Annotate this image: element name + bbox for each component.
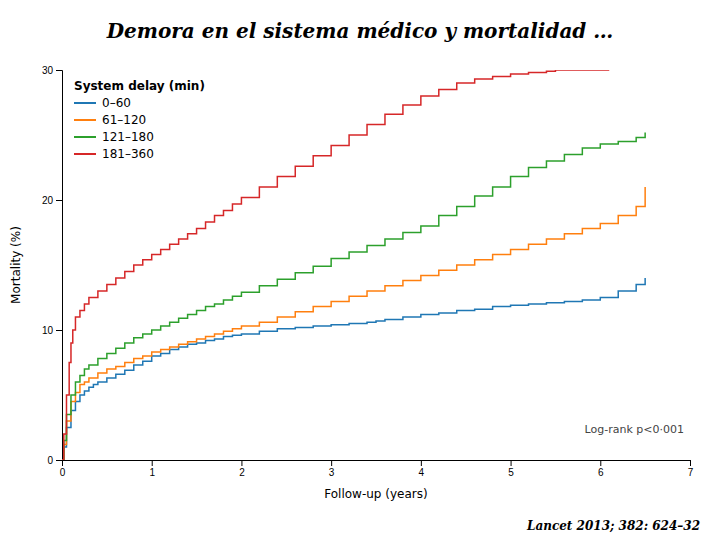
citation: Lancet 2013; 382: 624–32 bbox=[526, 519, 700, 533]
y-tick-label: 30 bbox=[42, 65, 54, 76]
x-tick: 1 bbox=[149, 460, 155, 478]
x-tick-mark bbox=[690, 460, 691, 466]
series-line bbox=[62, 132, 645, 460]
x-tick: 7 bbox=[688, 460, 694, 478]
y-tick: 0 bbox=[47, 455, 62, 466]
x-tick: 4 bbox=[419, 460, 425, 478]
y-axis-title: Mortality (%) bbox=[9, 226, 23, 304]
series-line bbox=[62, 70, 609, 460]
x-tick-label: 7 bbox=[688, 467, 694, 478]
x-tick-label: 5 bbox=[508, 467, 514, 478]
series-line bbox=[62, 278, 645, 460]
x-tick: 3 bbox=[329, 460, 335, 478]
chart: Demora en el sistema médico y mortalidad… bbox=[0, 0, 720, 540]
legend-label: 61–120 bbox=[102, 113, 146, 127]
x-tick: 6 bbox=[598, 460, 604, 478]
x-tick-label: 1 bbox=[149, 467, 155, 478]
x-tick-label: 6 bbox=[598, 467, 604, 478]
annotation: Log-rank p<0·001 bbox=[585, 423, 684, 436]
y-axis-line bbox=[56, 71, 63, 461]
x-tick-label: 3 bbox=[329, 467, 335, 478]
legend-label: 121–180 bbox=[102, 130, 154, 144]
legend-swatch bbox=[74, 153, 96, 155]
x-axis-line bbox=[63, 461, 691, 467]
x-tick-label: 0 bbox=[60, 467, 66, 478]
title: Demora en el sistema médico y mortalidad… bbox=[106, 19, 614, 43]
x-tick-label: 4 bbox=[419, 467, 425, 478]
x-tick-mark bbox=[511, 460, 512, 466]
y-tick-mark bbox=[56, 330, 62, 331]
x-tick-mark bbox=[600, 460, 601, 466]
y-tick-label: 0 bbox=[47, 455, 53, 466]
x-tick-mark bbox=[421, 460, 422, 466]
x-tick-mark bbox=[241, 460, 242, 466]
y-tick-mark bbox=[56, 460, 62, 461]
legend-label: 181–360 bbox=[102, 147, 154, 161]
legend-swatch bbox=[74, 102, 96, 104]
x-tick: 2 bbox=[239, 460, 245, 478]
x-tick-mark bbox=[152, 460, 153, 466]
legend-title: System delay (min) bbox=[74, 79, 205, 93]
y-tick: 10 bbox=[42, 325, 62, 336]
y-tick: 30 bbox=[42, 65, 62, 76]
series-group bbox=[62, 70, 645, 460]
legend-label: 0–60 bbox=[102, 96, 131, 110]
y-tick-mark bbox=[56, 70, 62, 71]
x-axis: 0 1 2 3 4 5 6 7 bbox=[60, 460, 694, 478]
x-tick-label: 2 bbox=[239, 467, 245, 478]
y-axis: 0 10 20 30 bbox=[42, 65, 63, 466]
x-tick: 5 bbox=[508, 460, 514, 478]
plot-area: 0 1 2 3 4 5 6 7 0 10 20 30 Follow-up (years) Mortalit… bbox=[9, 65, 694, 501]
x-axis-title: Follow-up (years) bbox=[324, 487, 427, 501]
y-tick-mark bbox=[56, 200, 62, 201]
y-tick: 20 bbox=[42, 195, 62, 206]
series-line bbox=[62, 187, 645, 460]
legend-swatch bbox=[74, 136, 96, 138]
x-tick: 0 bbox=[60, 460, 66, 478]
y-tick-label: 10 bbox=[42, 325, 54, 336]
legend-swatch bbox=[74, 119, 96, 121]
y-tick-label: 20 bbox=[42, 195, 54, 206]
legend: System delay (min) 0–60 61–120 121–180 181–3… bbox=[74, 79, 205, 161]
x-tick-mark bbox=[331, 460, 332, 466]
